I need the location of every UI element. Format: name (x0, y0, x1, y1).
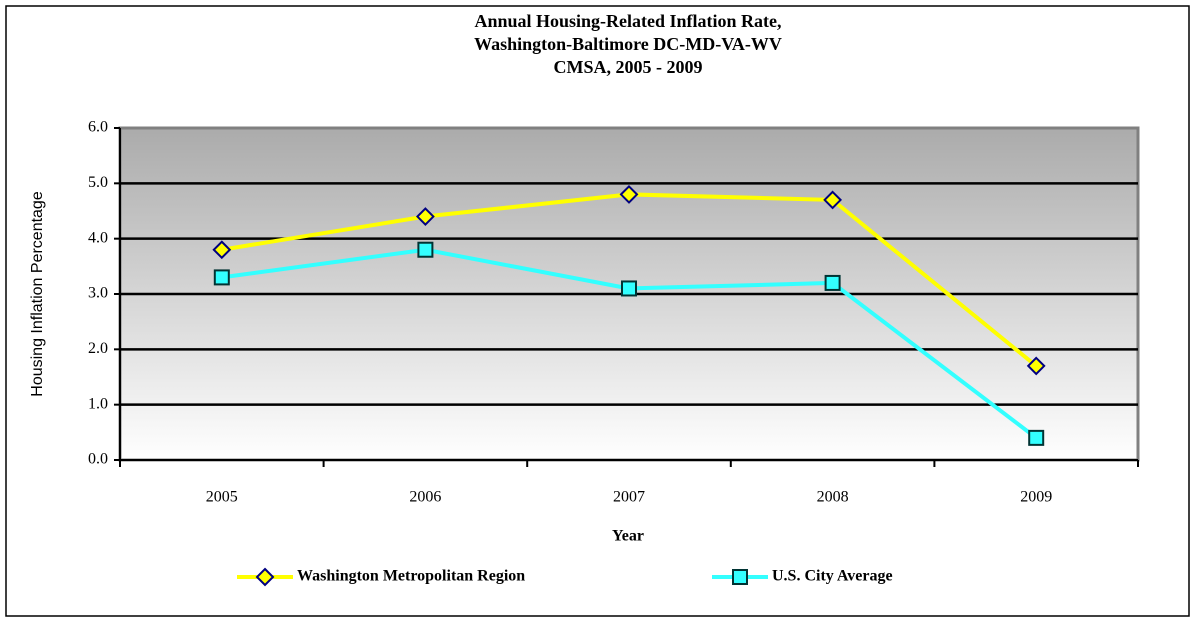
x-tick-label: 2006 (409, 489, 441, 506)
legend-marker (255, 567, 275, 587)
x-tick-label: 2007 (613, 489, 645, 506)
y-tick-label: 6.0 (88, 119, 108, 136)
y-tick-label: 1.0 (88, 395, 108, 412)
x-tick-label: 2008 (817, 489, 849, 506)
chart-title: Annual Housing-Related Inflation Rate, (474, 11, 781, 31)
data-point (823, 190, 843, 210)
data-point (1028, 429, 1045, 446)
data-point (212, 240, 232, 260)
y-tick-label: 3.0 (88, 285, 108, 302)
y-tick-label: 2.0 (88, 340, 108, 357)
y-tick-label: 0.0 (88, 451, 108, 468)
data-point (415, 207, 435, 226)
legend-label: Washington Metropolitan Region (297, 568, 525, 585)
x-tick-label: 2009 (1020, 489, 1052, 506)
y-tick-label: 4.0 (88, 229, 108, 246)
x-axis-label: Year (612, 528, 644, 545)
y-tick-label: 5.0 (88, 174, 108, 191)
data-point (621, 280, 637, 297)
y-axis-label: Housing Inflation Percentage (29, 191, 46, 397)
data-point (213, 269, 230, 286)
legend-label: U.S. City Average (772, 568, 893, 585)
data-point (1026, 356, 1046, 376)
x-tick-label: 2005 (206, 489, 238, 506)
chart-title: CMSA, 2005 - 2009 (554, 57, 703, 77)
data-point (824, 274, 841, 291)
chart-title: Washington-Baltimore DC-MD-VA-WV (474, 34, 782, 54)
data-point (619, 184, 639, 204)
legend-marker (732, 569, 748, 585)
data-point (417, 241, 434, 258)
